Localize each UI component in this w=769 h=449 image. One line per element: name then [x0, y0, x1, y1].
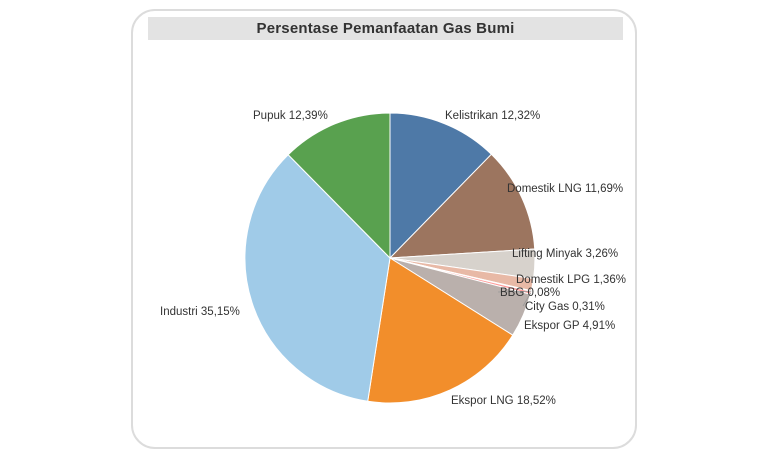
slice-label-ekspor-lng: Ekspor LNG 18,52% — [451, 395, 556, 407]
pie-slice-pupuk — [287, 112, 391, 260]
slice-label-pupuk: Pupuk 12,39% — [253, 110, 328, 122]
slice-label-domestik-lng: Domestik LNG 11,69% — [507, 183, 623, 195]
slice-label-ekspor-gp: Ekspor GP 4,91% — [524, 320, 615, 332]
pie-chart: Kelistrikan 12,32% Domestik LNG 11,69% Lif… — [160, 110, 626, 407]
chart-title-bar: Persentase Pemanfaatan Gas Bumi — [148, 17, 623, 40]
slice-label-lifting-minyak: Lifting Minyak 3,26% — [512, 248, 618, 260]
pie-slice-kelistrikan — [389, 112, 493, 260]
slice-labels: Kelistrikan 12,32% Domestik LNG 11,69% Lif… — [160, 110, 626, 407]
slice-label-domestik-lpg: Domestik LPG 1,36% — [516, 274, 626, 286]
slice-label-kelistrikan: Kelistrikan 12,32% — [445, 110, 540, 122]
pie-slice-ekspor-lng — [367, 257, 514, 404]
pie-slice-industri — [244, 154, 391, 402]
slice-label-bbg: BBG 0,08% — [500, 287, 560, 299]
leader-line-bbg — [497, 290, 532, 293]
pie-slices — [244, 112, 536, 404]
pie-slice-domestik-lng — [388, 153, 536, 259]
slice-label-industri: Industri 35,15% — [160, 306, 240, 318]
slice-label-city-gas: City Gas 0,31% — [525, 301, 605, 313]
leader-line-city-gas — [522, 292, 532, 307]
chart-title: Persentase Pemanfaatan Gas Bumi — [256, 20, 515, 37]
leader-lines — [497, 290, 532, 307]
